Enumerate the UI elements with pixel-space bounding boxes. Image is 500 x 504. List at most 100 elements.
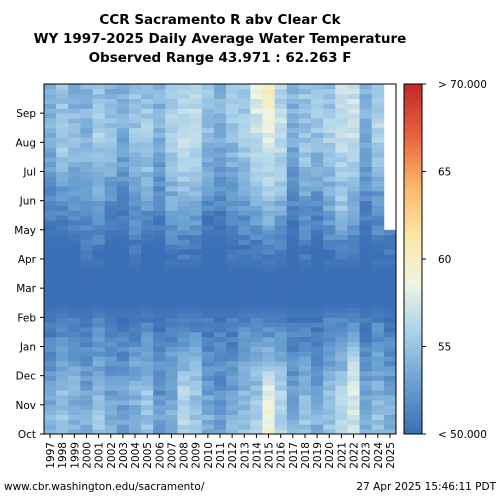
heatmap-cell bbox=[383, 278, 397, 284]
heatmap-cell bbox=[335, 278, 348, 284]
heatmap-cell bbox=[274, 399, 288, 406]
heatmap-cell bbox=[250, 186, 263, 192]
heatmap-cell bbox=[262, 166, 276, 172]
heatmap-cell bbox=[177, 365, 191, 372]
heatmap-cell bbox=[250, 317, 263, 323]
heatmap-cell bbox=[44, 341, 57, 347]
heatmap-cell bbox=[189, 380, 203, 386]
heatmap-cell bbox=[153, 137, 166, 143]
heatmap-cell bbox=[226, 122, 239, 129]
heatmap-cell bbox=[311, 327, 324, 333]
heatmap-cell bbox=[250, 147, 263, 153]
heatmap-cell bbox=[250, 161, 263, 168]
heatmap-cell bbox=[323, 404, 336, 411]
heatmap-cell bbox=[323, 220, 336, 226]
heatmap-cell bbox=[68, 414, 81, 420]
heatmap-cell bbox=[238, 108, 251, 114]
heatmap-cell bbox=[274, 132, 288, 138]
heatmap-cell bbox=[347, 356, 360, 362]
heatmap-cell bbox=[226, 375, 239, 381]
heatmap-cell bbox=[116, 98, 130, 104]
heatmap-cell bbox=[359, 288, 373, 294]
heatmap-cell bbox=[177, 122, 191, 129]
heatmap-cell bbox=[128, 336, 142, 343]
heatmap-cell bbox=[189, 181, 203, 187]
heatmap-cell bbox=[177, 166, 191, 172]
heatmap-cell bbox=[274, 327, 288, 333]
heatmap-cell bbox=[359, 195, 373, 202]
heatmap-cell bbox=[141, 234, 154, 240]
heatmap-cell bbox=[201, 215, 215, 221]
heatmap-cell bbox=[128, 322, 142, 328]
heatmap-cell bbox=[128, 263, 142, 270]
heatmap-cell bbox=[104, 263, 118, 270]
heatmap-cell bbox=[128, 351, 142, 357]
heatmap-cell bbox=[116, 424, 130, 430]
heatmap-cell bbox=[201, 278, 215, 284]
heatmap-cell bbox=[286, 385, 300, 391]
heatmap-cell bbox=[250, 385, 263, 391]
heatmap-cell bbox=[128, 147, 142, 153]
heatmap-cell bbox=[250, 429, 263, 435]
heatmap-cell bbox=[311, 365, 324, 372]
heatmap-cell bbox=[262, 414, 276, 420]
heatmap-cell bbox=[128, 210, 142, 216]
heatmap-cell bbox=[141, 317, 154, 323]
heatmap-cell bbox=[165, 156, 178, 163]
heatmap-cell bbox=[104, 220, 118, 226]
heatmap-cell bbox=[80, 171, 93, 177]
heatmap-cell bbox=[44, 424, 57, 430]
heatmap-cell bbox=[335, 254, 348, 260]
heatmap-cell bbox=[226, 210, 239, 216]
heatmap-cell bbox=[68, 331, 81, 338]
heatmap-cell bbox=[298, 361, 312, 367]
heatmap-cell bbox=[201, 190, 215, 197]
heatmap-cell bbox=[311, 331, 324, 338]
heatmap-cell bbox=[56, 361, 69, 367]
heatmap-cell bbox=[347, 395, 360, 401]
heatmap-cell bbox=[238, 254, 251, 260]
heatmap-cell bbox=[311, 200, 324, 206]
heatmap-cell bbox=[323, 302, 336, 309]
heatmap-cell bbox=[177, 404, 191, 411]
footer-url: www.cbr.washington.edu/sacramento/ bbox=[4, 481, 205, 493]
heatmap-cell bbox=[335, 171, 348, 177]
heatmap-cell bbox=[116, 419, 130, 425]
heatmap-cell bbox=[250, 336, 263, 343]
heatmap-cell bbox=[262, 142, 276, 148]
heatmap-cell bbox=[359, 341, 373, 347]
heatmap-cell bbox=[238, 205, 251, 211]
heatmap-cell bbox=[128, 278, 142, 284]
heatmap-cell bbox=[323, 356, 336, 362]
heatmap-cell bbox=[44, 312, 57, 318]
heatmap-cell bbox=[201, 152, 215, 158]
heatmap-cell bbox=[383, 380, 397, 386]
heatmap-cell bbox=[104, 161, 118, 168]
heatmap-cell bbox=[298, 390, 312, 396]
heatmap-cell bbox=[335, 370, 348, 377]
heatmap-cell bbox=[213, 288, 227, 294]
heatmap-cell bbox=[335, 147, 348, 153]
heatmap-cell bbox=[153, 375, 166, 381]
heatmap-cell bbox=[201, 171, 215, 177]
heatmap-cell bbox=[177, 419, 191, 425]
heatmap-cell bbox=[56, 336, 69, 343]
heatmap-cell bbox=[371, 234, 385, 240]
heatmap-cell bbox=[189, 293, 203, 299]
heatmap-cell bbox=[226, 142, 239, 148]
x-tick-label: 2015 bbox=[264, 442, 276, 469]
heatmap-cell bbox=[323, 249, 336, 255]
heatmap-cell bbox=[311, 229, 324, 236]
heatmap-cell bbox=[359, 375, 373, 381]
heatmap-cell bbox=[311, 171, 324, 177]
heatmap-cell bbox=[359, 142, 373, 148]
heatmap-cell bbox=[104, 380, 118, 386]
heatmap-cell bbox=[44, 273, 57, 279]
heatmap-cell bbox=[238, 273, 251, 279]
heatmap-cell bbox=[226, 273, 239, 279]
heatmap-cell bbox=[213, 224, 227, 231]
heatmap-cell bbox=[44, 404, 57, 411]
heatmap-cell bbox=[128, 249, 142, 255]
heatmap-cell bbox=[56, 283, 69, 289]
heatmap-cell bbox=[323, 297, 336, 304]
